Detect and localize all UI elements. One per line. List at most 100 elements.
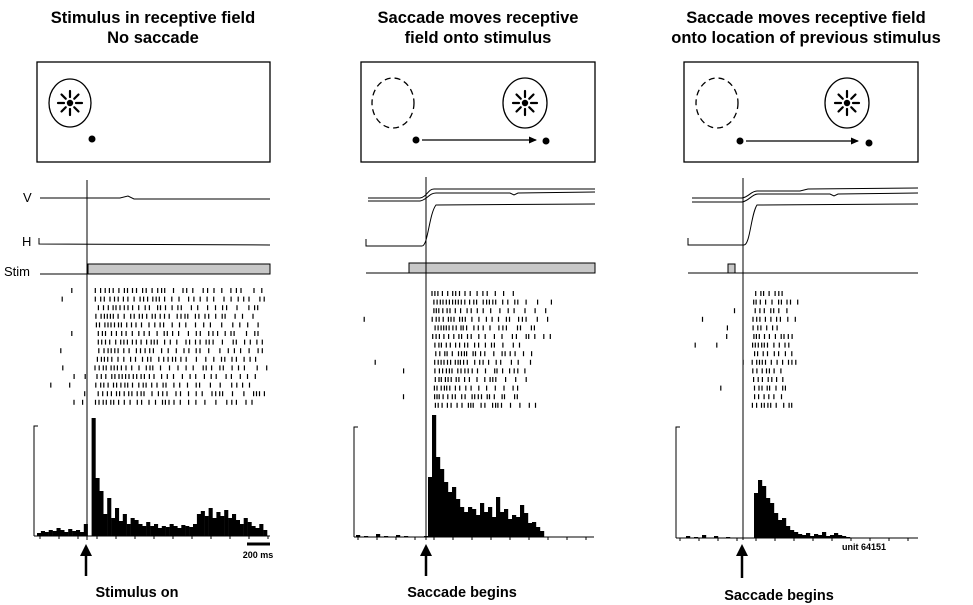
histogram-bar [794, 532, 799, 538]
histogram-bar [504, 509, 509, 537]
histogram-bar [138, 524, 143, 536]
histogram-bar [838, 535, 843, 538]
traces-right [687, 187, 919, 274]
histogram-ticks-left [39, 536, 269, 539]
stimulus-center [843, 99, 851, 107]
histogram-bar [508, 519, 513, 537]
histogram-bar [814, 534, 819, 538]
histogram-bar [72, 531, 77, 536]
title-middle-line1: Saccade moves receptive [378, 9, 579, 27]
fixation-point-start-right [736, 137, 744, 145]
histogram-bar [766, 498, 771, 538]
histogram-bar [432, 415, 437, 537]
stimulus-ray [850, 93, 857, 100]
raster-middle [363, 291, 553, 408]
event-arrow-middle [420, 544, 432, 576]
histogram-bar [134, 520, 139, 536]
histogram-bars-right [686, 480, 851, 538]
v-trace-middle-2 [368, 191, 596, 202]
histogram-y-axis-right [675, 426, 680, 538]
panel-title-middle: Saccade moves receptive field onto stimu… [378, 9, 579, 47]
histogram-y-axis-left [33, 425, 38, 536]
stimulus-ray [850, 106, 857, 113]
histogram-bar [64, 532, 69, 536]
histogram-bar [177, 528, 182, 536]
histogram-bar [76, 530, 81, 536]
histogram-bar [193, 524, 198, 536]
histogram-bar [492, 517, 497, 537]
histogram-bar [181, 525, 186, 536]
event-arrow-right [736, 544, 748, 578]
histogram-bar [512, 515, 517, 537]
histogram-bar [480, 503, 485, 537]
histogram-bar [40, 531, 45, 536]
histogram-bar [68, 529, 73, 536]
histogram-bar [200, 511, 205, 536]
event-arrow-left [80, 544, 92, 576]
arrow-head-middle [420, 544, 432, 556]
histogram-bar [52, 531, 57, 536]
histogram-bar [189, 527, 194, 536]
histogram-bar [142, 526, 147, 536]
stimulus-ray [528, 106, 535, 113]
histogram-bar [83, 524, 88, 536]
histogram-bar [476, 515, 481, 537]
histogram-bar [115, 508, 120, 536]
histogram-bar [540, 531, 545, 537]
stimulus-ray [837, 106, 844, 113]
histogram-bar [356, 535, 361, 537]
histogram-bar [524, 513, 529, 537]
histogram-bar [532, 522, 537, 537]
histogram-bar [204, 516, 209, 536]
histogram-bar [702, 535, 707, 538]
histogram-bar [468, 507, 473, 537]
stimulus-ray [60, 93, 67, 100]
histogram-bar [440, 469, 445, 537]
histogram-bar [762, 486, 767, 538]
histogram-bar [126, 524, 131, 536]
histogram-bar [56, 528, 61, 536]
panel-title-left: Stimulus in receptive field No saccade [51, 9, 255, 47]
histogram-bar [185, 526, 190, 536]
histogram-bar [758, 480, 763, 538]
histogram-bar [173, 526, 178, 536]
histogram-bar [235, 520, 240, 536]
histogram-bar [232, 514, 237, 536]
histogram-bar [516, 517, 521, 537]
histogram-bar [786, 526, 791, 538]
histogram-bar [488, 507, 493, 537]
histogram-bar [208, 508, 213, 536]
histogram-bar [448, 492, 453, 537]
histogram-bar [154, 524, 159, 536]
histogram-bar [165, 527, 170, 536]
histogram-bar [255, 528, 260, 536]
stimulus-ray [837, 93, 844, 100]
v-trace-middle-1 [368, 188, 595, 199]
histogram-bar [95, 478, 100, 536]
arrow-head-right [736, 544, 748, 556]
stimulus-ray [73, 93, 80, 100]
fixation-point-end-middle [542, 137, 550, 145]
histogram-bar [107, 498, 112, 536]
caption-middle: Saccade begins [407, 585, 517, 601]
histogram-bar [830, 535, 835, 538]
histogram-bar [146, 522, 151, 536]
histogram-bar [460, 507, 465, 537]
scene-frame-left [36, 61, 271, 163]
histogram-bar [122, 514, 127, 536]
fixation-point-end-right [865, 139, 873, 147]
histogram-bar [520, 505, 525, 537]
histogram-bar [130, 518, 135, 536]
histogram-bars-middle [356, 415, 545, 537]
scale-bar-label: 200 ms [243, 550, 274, 560]
title-left-line1: Stimulus in receptive field [51, 9, 255, 27]
histogram-bar [169, 524, 174, 536]
stim-bar-middle [408, 262, 596, 274]
title-left-line2: No saccade [107, 29, 199, 47]
histogram-bar [161, 526, 166, 536]
histogram-bar [251, 526, 256, 536]
stim-bar-left [87, 263, 271, 275]
scene-left [36, 61, 271, 163]
old-receptive-field-middle [371, 77, 415, 129]
histogram-bar [528, 523, 533, 537]
